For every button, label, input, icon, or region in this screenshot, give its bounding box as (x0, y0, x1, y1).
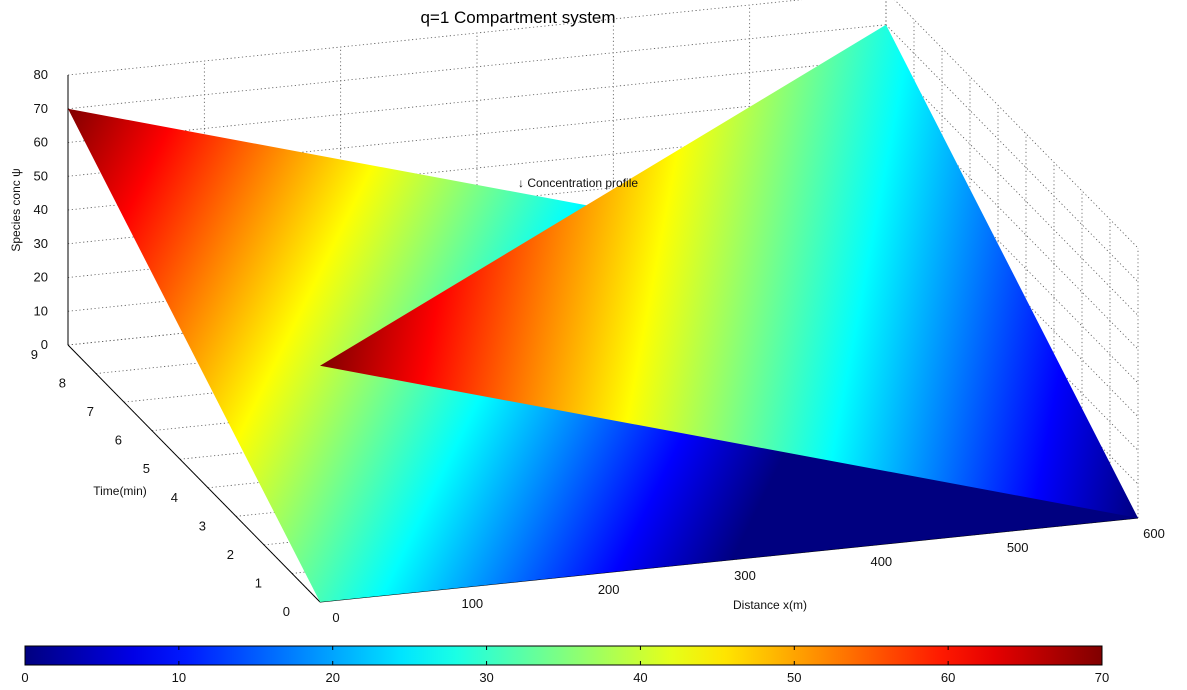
distance-axis-label: Distance x(m) (733, 598, 807, 612)
time-tick-label: 4 (171, 490, 178, 505)
time-tick-label: 2 (227, 547, 234, 562)
time-tick-label: 9 (31, 347, 38, 362)
z-tick-label: 10 (34, 303, 48, 318)
z-tick-label: 60 (34, 135, 48, 150)
time-tick-label: 7 (87, 404, 94, 419)
colorbar-tick-label: 70 (1095, 670, 1109, 685)
time-axis-label: Time(min) (93, 484, 147, 498)
distance-tick-label: 600 (1143, 526, 1165, 541)
colorbar-tick-label: 60 (941, 670, 955, 685)
distance-tick-labels: 0 100 200 300 400 500 600 (332, 526, 1164, 625)
time-tick-label: 0 (283, 604, 290, 619)
time-tick-label: 8 (59, 376, 66, 391)
colorbar: 0 10 20 30 40 50 60 70 (21, 645, 1109, 685)
time-tick-label: 6 (115, 433, 122, 448)
z-tick-label: 80 (34, 67, 48, 82)
colorbar-tick-label: 30 (479, 670, 493, 685)
surface-patches (68, 24, 1138, 603)
colorbar-tick-label: 0 (21, 670, 28, 685)
distance-tick-label: 300 (734, 568, 756, 583)
z-tick-label: 0 (41, 337, 48, 352)
z-tick-label: 40 (34, 202, 48, 217)
colorbar-tick-label: 40 (633, 670, 647, 685)
time-tick-label: 5 (143, 461, 150, 476)
annotation-concentration-profile: ↓ Concentration profile (518, 176, 638, 190)
distance-tick-label: 100 (461, 596, 483, 611)
z-tick-label: 30 (34, 236, 48, 251)
distance-tick-label: 400 (870, 554, 892, 569)
z-tick-labels: 0 10 20 30 40 50 60 70 80 (34, 67, 48, 352)
distance-tick-label: 500 (1007, 540, 1029, 555)
z-tick-label: 20 (34, 270, 48, 285)
chart-title: q=1 Compartment system (420, 8, 615, 27)
z-tick-label: 50 (34, 168, 48, 183)
colorbar-ticks: 0 10 20 30 40 50 60 70 (21, 646, 1109, 685)
z-tick-label: 70 (34, 101, 48, 116)
time-tick-labels: 0 1 2 3 4 5 6 7 8 9 (31, 347, 290, 619)
surface-patch-2 (320, 24, 1138, 519)
time-tick-label: 3 (199, 518, 206, 533)
colorbar-tick-label: 20 (325, 670, 339, 685)
colorbar-tick-label: 10 (172, 670, 186, 685)
time-tick-label: 1 (255, 575, 262, 590)
distance-tick-label: 0 (332, 610, 339, 625)
colorbar-tick-label: 50 (787, 670, 801, 685)
colorbar-fill (24, 645, 1103, 666)
distance-tick-label: 200 (598, 582, 620, 597)
time-axis-line (67, 344, 321, 603)
z-axis-label: Species conc ψ (9, 168, 23, 251)
